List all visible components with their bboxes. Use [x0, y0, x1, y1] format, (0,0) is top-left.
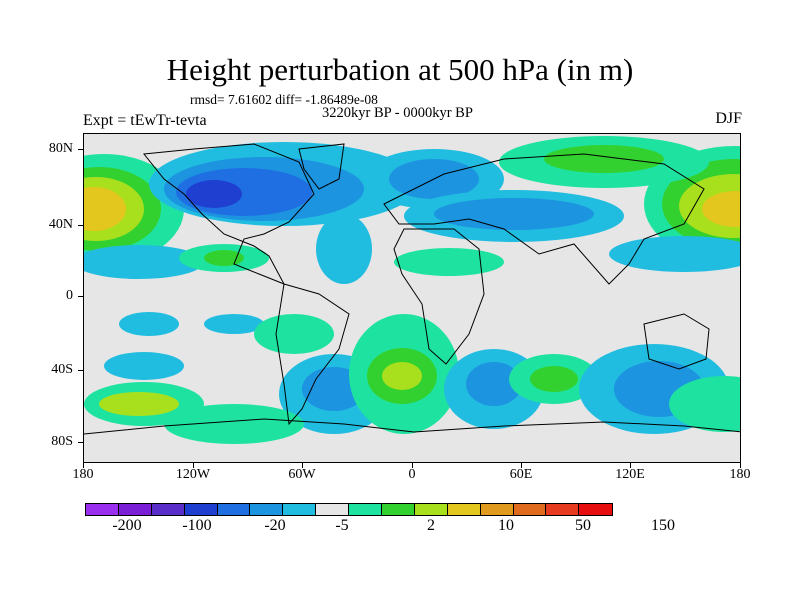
lon-label-120e: 120E	[615, 467, 645, 482]
colorbar-label: -20	[264, 517, 286, 534]
south-america-coast	[275, 283, 350, 426]
contour-region	[316, 214, 372, 284]
colorbar-segment	[151, 504, 185, 515]
coastlines	[84, 143, 740, 435]
lat-label-80n: 80N	[48, 141, 73, 156]
colorbar-segment	[447, 504, 481, 515]
colorbar-label: -5	[335, 517, 349, 534]
greenland-coast	[298, 143, 345, 190]
contour-region	[434, 198, 594, 230]
lon-tick	[630, 463, 631, 468]
lon-label-120w: 120W	[175, 467, 211, 482]
contour-region	[544, 145, 664, 173]
field-map	[84, 134, 740, 462]
rmsd-stat: rmsd= 7.61602 diff= -1.86489e-08	[190, 92, 378, 107]
lon-label-180w: 180	[72, 467, 94, 482]
season-label: DJF	[715, 110, 742, 127]
lat-tick	[78, 149, 83, 150]
colorbar-segment	[217, 504, 251, 515]
colorbar-label: 50	[575, 517, 591, 534]
contour-region	[254, 314, 334, 354]
colorbar-segment	[283, 504, 317, 515]
contour-region	[164, 404, 304, 444]
colorbar-label: 150	[651, 517, 675, 534]
chart-title: Height perturbation at 500 hPa (in m)	[166, 52, 634, 87]
lon-label-60w: 60W	[288, 467, 316, 482]
lon-tick	[302, 463, 303, 468]
colorbar-segment	[250, 504, 284, 515]
colorbar-segment	[349, 504, 383, 515]
contour-region	[84, 245, 204, 279]
contour-region	[382, 362, 422, 390]
experiment-label: Expt = tEwTr-tevta	[83, 112, 207, 129]
colorbar-segment	[118, 504, 152, 515]
colorbar-segment	[86, 504, 119, 515]
map-panel	[83, 133, 741, 463]
contour-region	[466, 362, 522, 406]
colorbar-segment	[316, 504, 350, 515]
colorbar-segment	[414, 504, 448, 515]
contour-region	[104, 352, 184, 380]
time-period: 3220kyr BP - 0000kyr BP	[322, 105, 473, 121]
colorbar-segment	[546, 504, 580, 515]
contour-region	[204, 314, 264, 334]
eurasia-coast	[383, 153, 705, 285]
lon-label-180e: 180	[729, 467, 751, 482]
lon-tick	[521, 463, 522, 468]
colorbar-segment	[579, 504, 613, 515]
contour-region	[119, 312, 179, 336]
colorbar-label: 2	[427, 517, 435, 534]
antarctica-coast	[84, 418, 740, 435]
north-america-coast	[143, 143, 315, 285]
lon-tick	[83, 463, 84, 468]
lon-label-0: 0	[408, 467, 416, 482]
contour-region	[609, 236, 740, 272]
lat-tick	[78, 225, 83, 226]
lat-label-40s: 40S	[51, 362, 73, 377]
contour-region	[669, 376, 740, 432]
australia-coast	[643, 313, 710, 370]
contour-region	[186, 180, 242, 208]
lat-label-40n: 40N	[48, 217, 73, 232]
contour-region	[702, 191, 740, 227]
colorbar-segment	[184, 504, 218, 515]
contour-region	[204, 250, 244, 266]
colorbar-segment	[480, 504, 514, 515]
colorbar-label: 10	[498, 517, 514, 534]
africa-coast	[393, 228, 485, 365]
lat-tick	[78, 370, 83, 371]
contour-region	[394, 248, 504, 276]
contour-region	[530, 366, 578, 392]
lon-tick	[740, 463, 741, 468]
contour-region	[99, 392, 179, 416]
colorbar-segment	[382, 504, 415, 515]
lat-tick	[78, 442, 83, 443]
colorbar-label: -100	[182, 517, 212, 534]
lat-label-0: 0	[66, 288, 73, 303]
lon-label-60e: 60E	[509, 467, 533, 482]
lon-tick	[412, 463, 413, 468]
contour-region	[84, 187, 126, 231]
lat-label-80s: 80S	[51, 434, 73, 449]
lat-tick	[78, 296, 83, 297]
colorbar	[85, 503, 614, 516]
colorbar-label: -200	[112, 517, 142, 534]
lon-tick	[193, 463, 194, 468]
colorbar-segment	[513, 504, 547, 515]
